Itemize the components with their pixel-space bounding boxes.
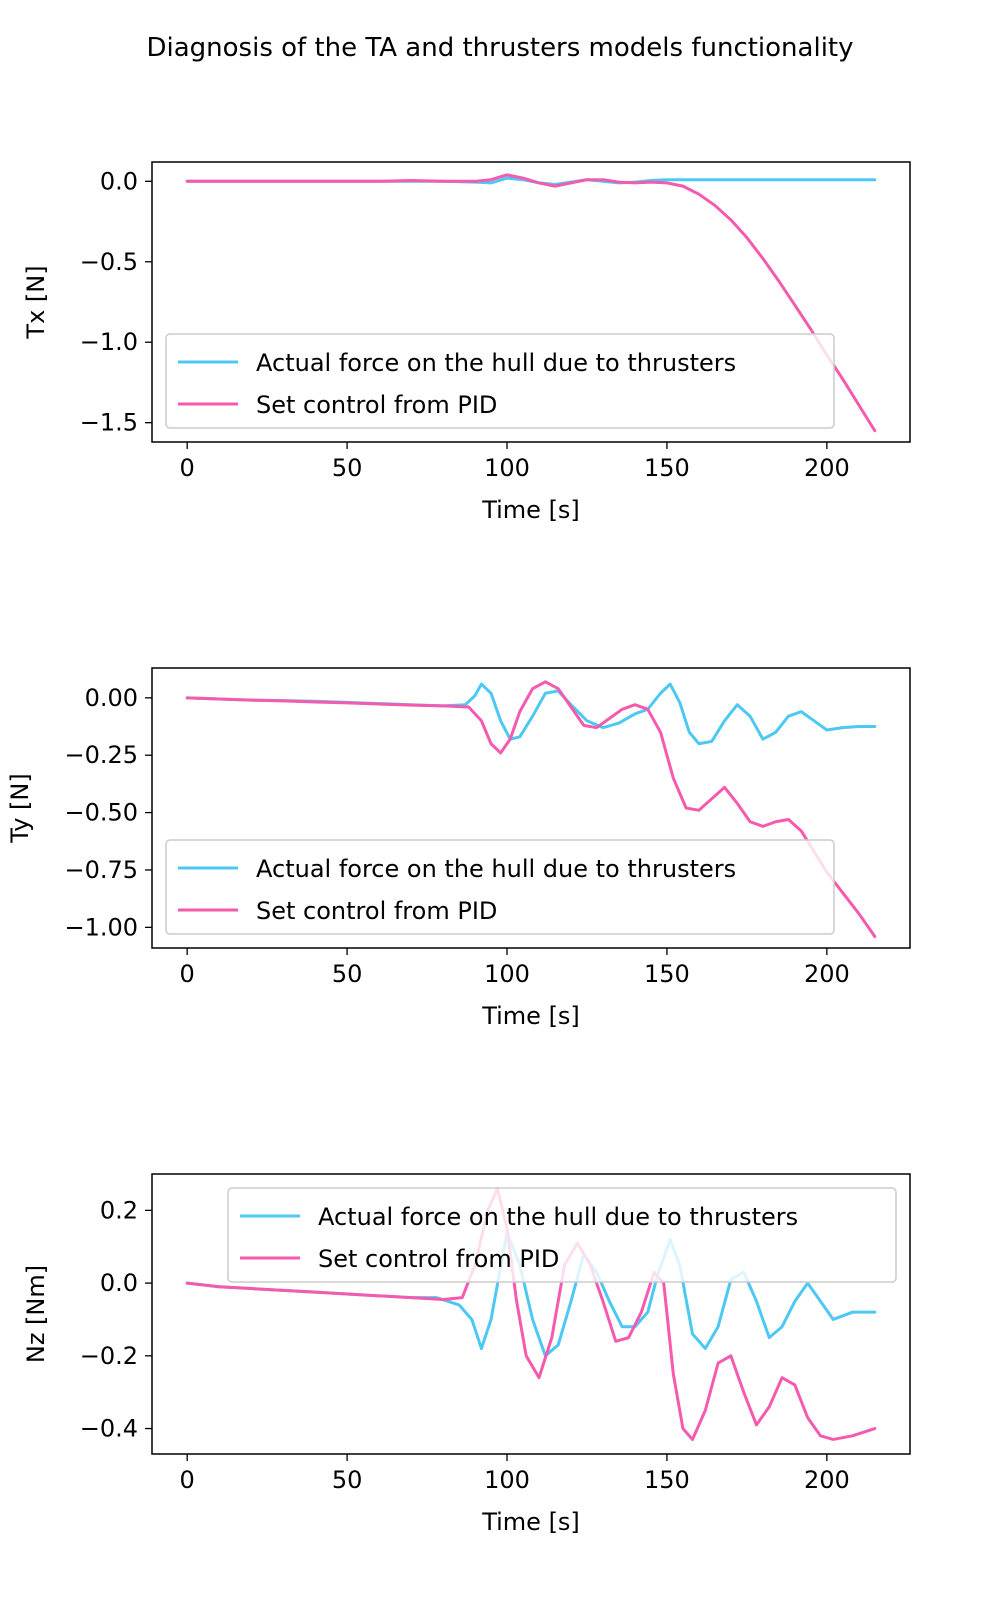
x-tick-label: 0 xyxy=(180,960,195,988)
x-tick-label: 100 xyxy=(484,454,530,482)
x-tick-label: 0 xyxy=(180,454,195,482)
subplot-1: 0 50 100 150 200 0.0 −0.5 −1.0 −1.5 Time [s] Tx [N… xyxy=(22,161,911,524)
legend: Actual force on the hull due to thruster… xyxy=(227,1187,897,1283)
figure-title: Diagnosis of the TA and thrusters models… xyxy=(146,33,853,63)
legend-label: Set control from PID xyxy=(256,391,497,419)
series-line-set-control xyxy=(185,173,877,433)
legend-label: Actual force on the hull due to thruster… xyxy=(318,1203,798,1231)
x-tick-label: 50 xyxy=(332,960,363,988)
x-axis-label: Time [s] xyxy=(481,1508,580,1536)
x-tick-label: 100 xyxy=(484,960,530,988)
legend-box xyxy=(165,333,835,429)
y-tick-label: −0.50 xyxy=(64,799,138,827)
y-tick-label: 0.0 xyxy=(100,167,138,195)
legend-box xyxy=(165,839,835,935)
x-tick-label: 50 xyxy=(332,1466,363,1494)
y-tick-label: 0.00 xyxy=(85,684,138,712)
y-axis-label: Nz [Nm] xyxy=(22,1265,50,1363)
x-axis-label: Time [s] xyxy=(481,496,580,524)
legend: Actual force on the hull due to thruster… xyxy=(165,333,835,429)
subplot-2: 0 50 100 150 200 0.00 −0.25 −0.50 −0.75 −1.00 Time… xyxy=(6,667,911,1030)
y-tick-label: −0.25 xyxy=(64,741,138,769)
x-tick-label: 100 xyxy=(484,1466,530,1494)
y-tick-label: −1.00 xyxy=(64,913,138,941)
x-tick-label: 200 xyxy=(804,1466,850,1494)
x-tick-label: 200 xyxy=(804,454,850,482)
legend: Actual force on the hull due to thruster… xyxy=(165,839,835,935)
y-axis-label: Ty [N] xyxy=(6,773,34,843)
legend-label: Set control from PID xyxy=(256,897,497,925)
legend-label: Set control from PID xyxy=(318,1245,559,1273)
legend-label: Actual force on the hull due to thruster… xyxy=(256,349,736,377)
y-tick-label: 0.0 xyxy=(100,1269,138,1297)
subplot-3: 0 50 100 150 200 0.2 0.0 −0.2 −0.4 Time [s] Nz [Nm… xyxy=(22,1173,911,1536)
axes-frame xyxy=(151,667,911,949)
y-tick-label: −1.0 xyxy=(80,328,138,356)
y-tick-label: −0.75 xyxy=(64,856,138,884)
axes-frame xyxy=(151,1173,911,1455)
x-axis-label: Time [s] xyxy=(481,1002,580,1030)
legend-label: Actual force on the hull due to thruster… xyxy=(256,855,736,883)
subplots: 0 50 100 150 200 0.0 −0.5 −1.0 −1.5 Time [s] Tx [N… xyxy=(6,161,911,1536)
x-tick-label: 0 xyxy=(180,1466,195,1494)
y-axis-label: Tx [N] xyxy=(22,265,50,339)
x-tick-label: 150 xyxy=(644,454,690,482)
x-tick-label: 150 xyxy=(644,1466,690,1494)
y-tick-label: 0.2 xyxy=(100,1196,138,1224)
x-tick-label: 200 xyxy=(804,960,850,988)
axes-frame xyxy=(151,161,911,443)
x-tick-label: 150 xyxy=(644,960,690,988)
series-line-set-control xyxy=(185,680,877,939)
y-tick-label: −0.4 xyxy=(80,1415,138,1443)
x-tick-label: 50 xyxy=(332,454,363,482)
series-line-set-control xyxy=(185,1187,877,1441)
y-tick-label: −0.2 xyxy=(80,1342,138,1370)
legend-box xyxy=(227,1187,897,1283)
y-tick-label: −1.5 xyxy=(80,409,138,437)
y-tick-label: −0.5 xyxy=(80,248,138,276)
